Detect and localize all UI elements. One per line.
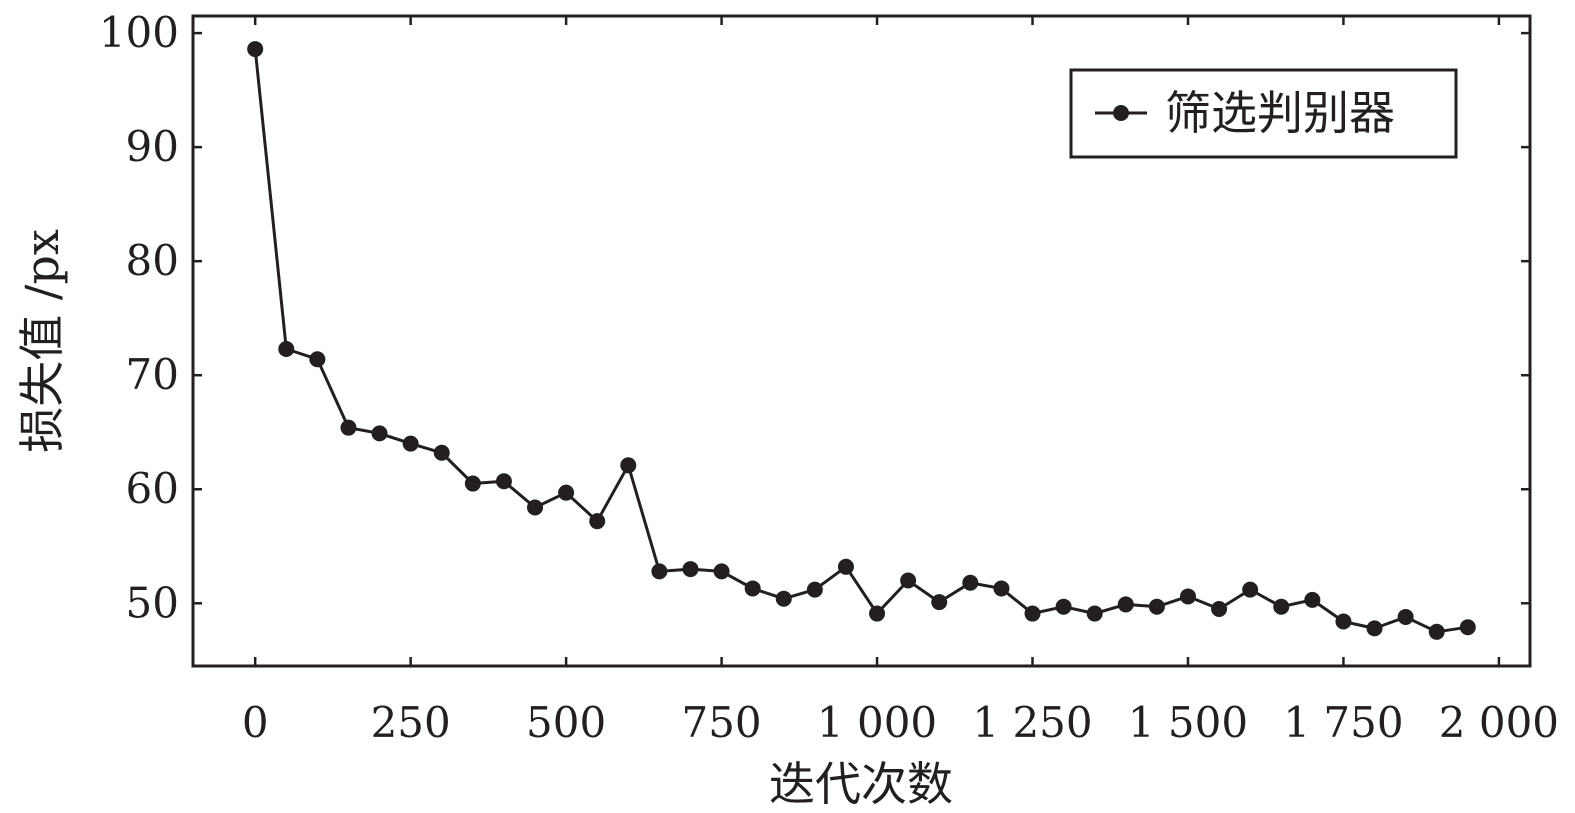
data-point <box>1242 581 1259 598</box>
y-axis-label: 损失值 /px <box>15 229 69 453</box>
x-tick-label: 1 000 <box>817 698 937 747</box>
x-tick-label: 250 <box>371 698 451 747</box>
y-tick-label: 50 <box>126 578 179 627</box>
x-tick-label: 500 <box>526 698 606 747</box>
y-tick-label: 80 <box>126 236 179 285</box>
y-tick-label: 60 <box>126 464 179 513</box>
data-point <box>1304 591 1321 608</box>
data-point <box>1179 588 1196 605</box>
data-point <box>1459 619 1476 636</box>
data-point <box>1211 600 1228 617</box>
y-tick-label: 90 <box>126 122 179 171</box>
data-point <box>713 563 730 580</box>
series-line <box>253 48 1469 634</box>
data-point <box>993 580 1010 597</box>
x-tick-label: 1 250 <box>972 698 1092 747</box>
data-point <box>402 435 419 452</box>
data-point <box>1024 605 1041 622</box>
data-point <box>247 41 264 58</box>
data-point <box>371 425 388 442</box>
y-tick-label: 100 <box>99 8 179 57</box>
data-point <box>1055 598 1072 615</box>
data-point <box>1273 598 1290 615</box>
x-tick-label: 1 500 <box>1128 698 1248 747</box>
x-tick-label: 1 750 <box>1283 698 1403 747</box>
data-point <box>806 581 823 598</box>
data-point <box>869 605 886 622</box>
y-tick-label: 70 <box>126 350 179 399</box>
data-point <box>1397 608 1414 625</box>
data-point <box>340 419 357 436</box>
plot-frame <box>191 14 1532 668</box>
data-point <box>527 499 544 516</box>
data-point <box>682 561 699 578</box>
data-point <box>1086 605 1103 622</box>
data-point <box>837 558 854 575</box>
data-point <box>931 594 948 611</box>
data-point <box>900 572 917 589</box>
y-axis: 50 60 70 80 90 100 <box>99 8 1530 627</box>
data-point <box>651 563 668 580</box>
legend-marker <box>1113 105 1129 121</box>
x-axis-label: 迭代次数 <box>769 757 953 811</box>
data-point <box>775 590 792 607</box>
x-tick-label: 750 <box>681 698 761 747</box>
data-point <box>744 580 761 597</box>
legend: 筛选判别器 <box>1069 68 1458 159</box>
data-point <box>620 457 637 474</box>
data-point <box>1366 620 1383 637</box>
data-point <box>558 484 575 501</box>
data-point <box>962 574 979 591</box>
data-point <box>589 513 606 530</box>
x-tick-label: 2 000 <box>1439 698 1559 747</box>
data-point <box>495 473 512 490</box>
x-axis: 0 250 500 750 1 000 1 250 1 500 1 750 2 000 <box>242 16 1559 747</box>
x-tick-label: 0 <box>242 698 269 747</box>
data-point <box>1148 598 1165 615</box>
data-point <box>309 351 326 368</box>
data-point <box>1428 623 1445 640</box>
data-point <box>1117 596 1134 613</box>
series-layer <box>247 41 1476 640</box>
data-point <box>1335 613 1352 630</box>
data-point <box>278 340 295 357</box>
data-point <box>464 475 481 492</box>
data-point <box>433 444 450 461</box>
legend-label: 筛选判别器 <box>1165 86 1395 140</box>
